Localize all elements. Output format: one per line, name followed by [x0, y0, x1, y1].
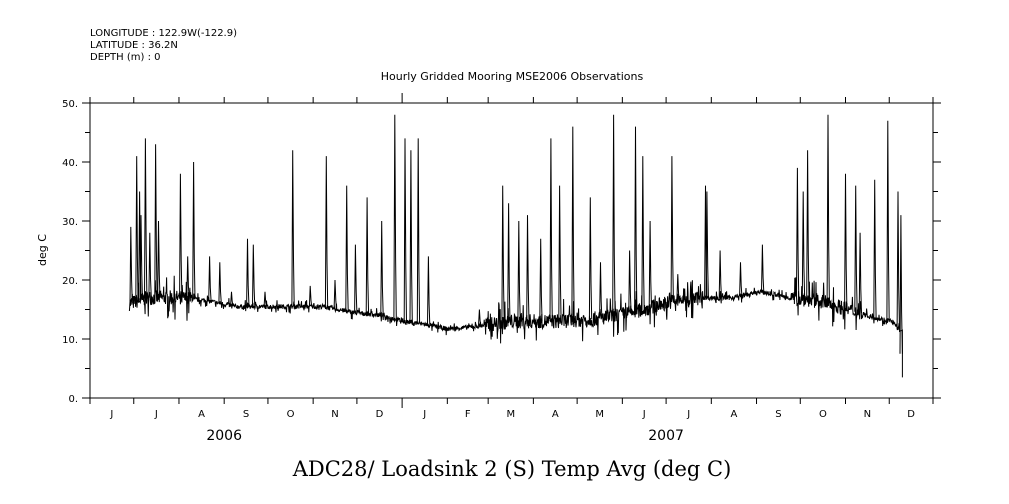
- data-spike: [705, 191, 709, 298]
- x-axis-title: ADC28/ Loadsink 2 (S) Temp Avg (deg C): [292, 457, 732, 481]
- x-month-label: M: [506, 409, 515, 420]
- y-axis-label: deg C: [36, 234, 49, 266]
- x-month-label: M: [595, 409, 604, 420]
- data-spike: [365, 197, 370, 314]
- data-spike: [886, 120, 890, 321]
- y-tick-label: 10.: [62, 335, 78, 346]
- x-month-label: A: [198, 409, 205, 420]
- depth-label: DEPTH (m) : 0: [90, 52, 161, 63]
- data-spike: [354, 244, 358, 313]
- x-month-label: O: [819, 409, 827, 420]
- x-month-label: S: [243, 409, 249, 420]
- data-spike: [246, 238, 250, 307]
- x-month-label: N: [864, 409, 871, 420]
- x-month-label: A: [552, 409, 559, 420]
- data-spike: [144, 138, 148, 299]
- series: [128, 114, 903, 378]
- data-spike: [806, 150, 810, 300]
- data-spike: [139, 215, 143, 301]
- data-spike: [539, 238, 543, 322]
- data-spike: [826, 114, 830, 304]
- x-month-label: J: [109, 409, 113, 420]
- data-spike: [796, 167, 800, 299]
- x-month-label: A: [730, 409, 737, 420]
- x-year-label: 2006: [206, 428, 242, 444]
- y-tick-label: 40.: [62, 158, 78, 169]
- axes: 0. 10. 20. 30. 40. 50. J J A S O N D J F M A M J J A S O N D 2006…: [62, 93, 941, 444]
- series-line: [128, 275, 903, 378]
- data-spike: [409, 150, 413, 323]
- data-spike: [308, 285, 313, 307]
- data-spike: [403, 138, 407, 322]
- data-spike: [628, 250, 632, 313]
- data-spike: [148, 232, 152, 298]
- data-spike: [558, 185, 562, 322]
- data-spike: [899, 215, 903, 354]
- x-month-label: J: [422, 409, 426, 420]
- data-spike: [844, 173, 848, 309]
- data-spike: [571, 126, 575, 321]
- data-spike: [854, 185, 858, 312]
- data-spike: [612, 114, 616, 316]
- x-month-label: F: [465, 409, 471, 420]
- x-month-label: O: [287, 409, 295, 420]
- data-spike: [718, 250, 722, 298]
- data-spike: [416, 138, 421, 324]
- y-tick-label: 20.: [62, 276, 78, 287]
- data-spike: [218, 262, 222, 304]
- data-spike: [157, 220, 161, 298]
- data-spike: [599, 262, 603, 319]
- data-spike: [192, 161, 196, 300]
- data-spike: [873, 179, 877, 318]
- y-tick-label: 0.: [68, 394, 78, 405]
- x-month-label: N: [331, 409, 338, 420]
- data-spike: [634, 126, 638, 312]
- data-spike: [393, 114, 397, 319]
- latitude-label: LATITUDE : 36.2N: [90, 40, 178, 51]
- data-spike: [380, 220, 384, 316]
- x-month-label: J: [642, 409, 646, 420]
- data-spike: [252, 244, 256, 307]
- data-spike: [135, 156, 139, 302]
- data-spike: [739, 262, 743, 296]
- x-month-label: D: [376, 409, 384, 420]
- x-month-label: D: [907, 409, 915, 420]
- data-spike: [526, 215, 530, 322]
- data-spike: [179, 173, 183, 299]
- data-spike: [896, 191, 900, 329]
- data-spike: [761, 244, 765, 293]
- data-spike: [501, 185, 505, 323]
- data-spike: [858, 232, 862, 314]
- longitude-label: LONGITUDE : 122.9W(-122.9): [90, 28, 237, 39]
- y-tick-label: 30.: [62, 217, 78, 228]
- data-spike: [641, 156, 645, 310]
- x-month-label: J: [154, 409, 158, 420]
- data-spike: [507, 203, 511, 322]
- data-spike: [333, 279, 337, 309]
- data-spike: [291, 150, 295, 307]
- data-spike: [549, 138, 553, 322]
- data-spike: [186, 256, 190, 299]
- data-spike: [801, 191, 806, 300]
- x-year-label: 2007: [648, 428, 684, 444]
- data-spike: [324, 156, 329, 308]
- data-spike: [478, 309, 482, 326]
- data-spike: [517, 220, 521, 322]
- x-month-label: J: [686, 409, 690, 420]
- y-tick-label: 50.: [62, 99, 78, 110]
- data-spike: [154, 144, 158, 298]
- data-spike: [129, 226, 133, 304]
- data-spike: [676, 274, 680, 301]
- data-spike: [588, 197, 593, 320]
- data-spike: [263, 291, 267, 307]
- chart-title: Hourly Gridded Mooring MSE2006 Observati…: [381, 70, 644, 83]
- data-spike: [345, 185, 349, 312]
- data-spike: [648, 220, 652, 308]
- data-spike: [208, 256, 212, 302]
- x-month-label: S: [775, 409, 781, 420]
- data-spike: [230, 291, 234, 306]
- data-spike: [427, 256, 431, 325]
- data-spike: [670, 156, 674, 302]
